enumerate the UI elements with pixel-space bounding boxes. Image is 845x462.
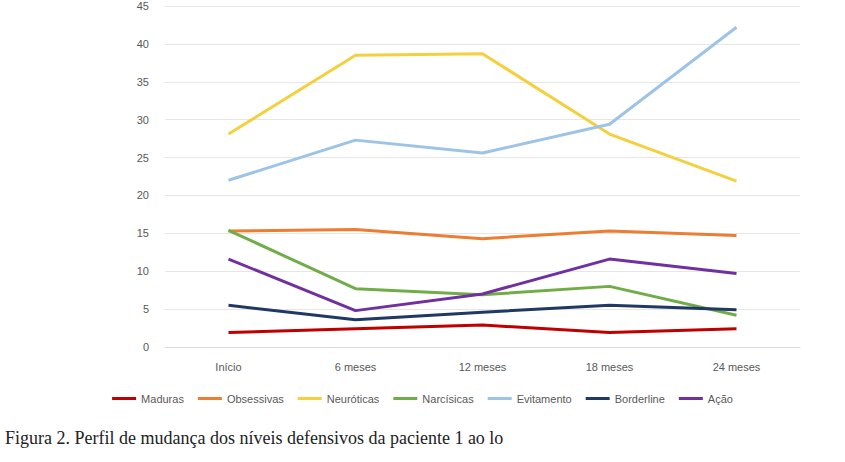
svg-text:18 meses: 18 meses [586, 361, 634, 373]
svg-text:Evitamento: Evitamento [517, 393, 572, 405]
svg-text:Maduras: Maduras [141, 393, 184, 405]
svg-text:40: 40 [137, 38, 149, 50]
svg-text:Figura 2. Perfil de mudança do: Figura 2. Perfil de mudança dos níveis d… [5, 428, 503, 448]
svg-text:Borderline: Borderline [615, 393, 665, 405]
svg-text:45: 45 [137, 0, 149, 12]
svg-text:5: 5 [143, 303, 149, 315]
svg-text:Obsessivas: Obsessivas [227, 393, 284, 405]
svg-text:10: 10 [137, 265, 149, 277]
svg-text:0: 0 [143, 341, 149, 353]
svg-text:30: 30 [137, 114, 149, 126]
svg-text:25: 25 [137, 152, 149, 164]
svg-text:Neuróticas: Neuróticas [327, 393, 380, 405]
svg-text:Narcísicas: Narcísicas [422, 393, 474, 405]
svg-text:12 meses: 12 meses [459, 361, 507, 373]
svg-text:Ação: Ação [708, 393, 733, 405]
svg-text:24 meses: 24 meses [713, 361, 761, 373]
svg-text:20: 20 [137, 189, 149, 201]
svg-text:Início: Início [215, 361, 241, 373]
svg-text:6 meses: 6 meses [335, 361, 377, 373]
svg-text:15: 15 [137, 227, 149, 239]
svg-text:35: 35 [137, 76, 149, 88]
